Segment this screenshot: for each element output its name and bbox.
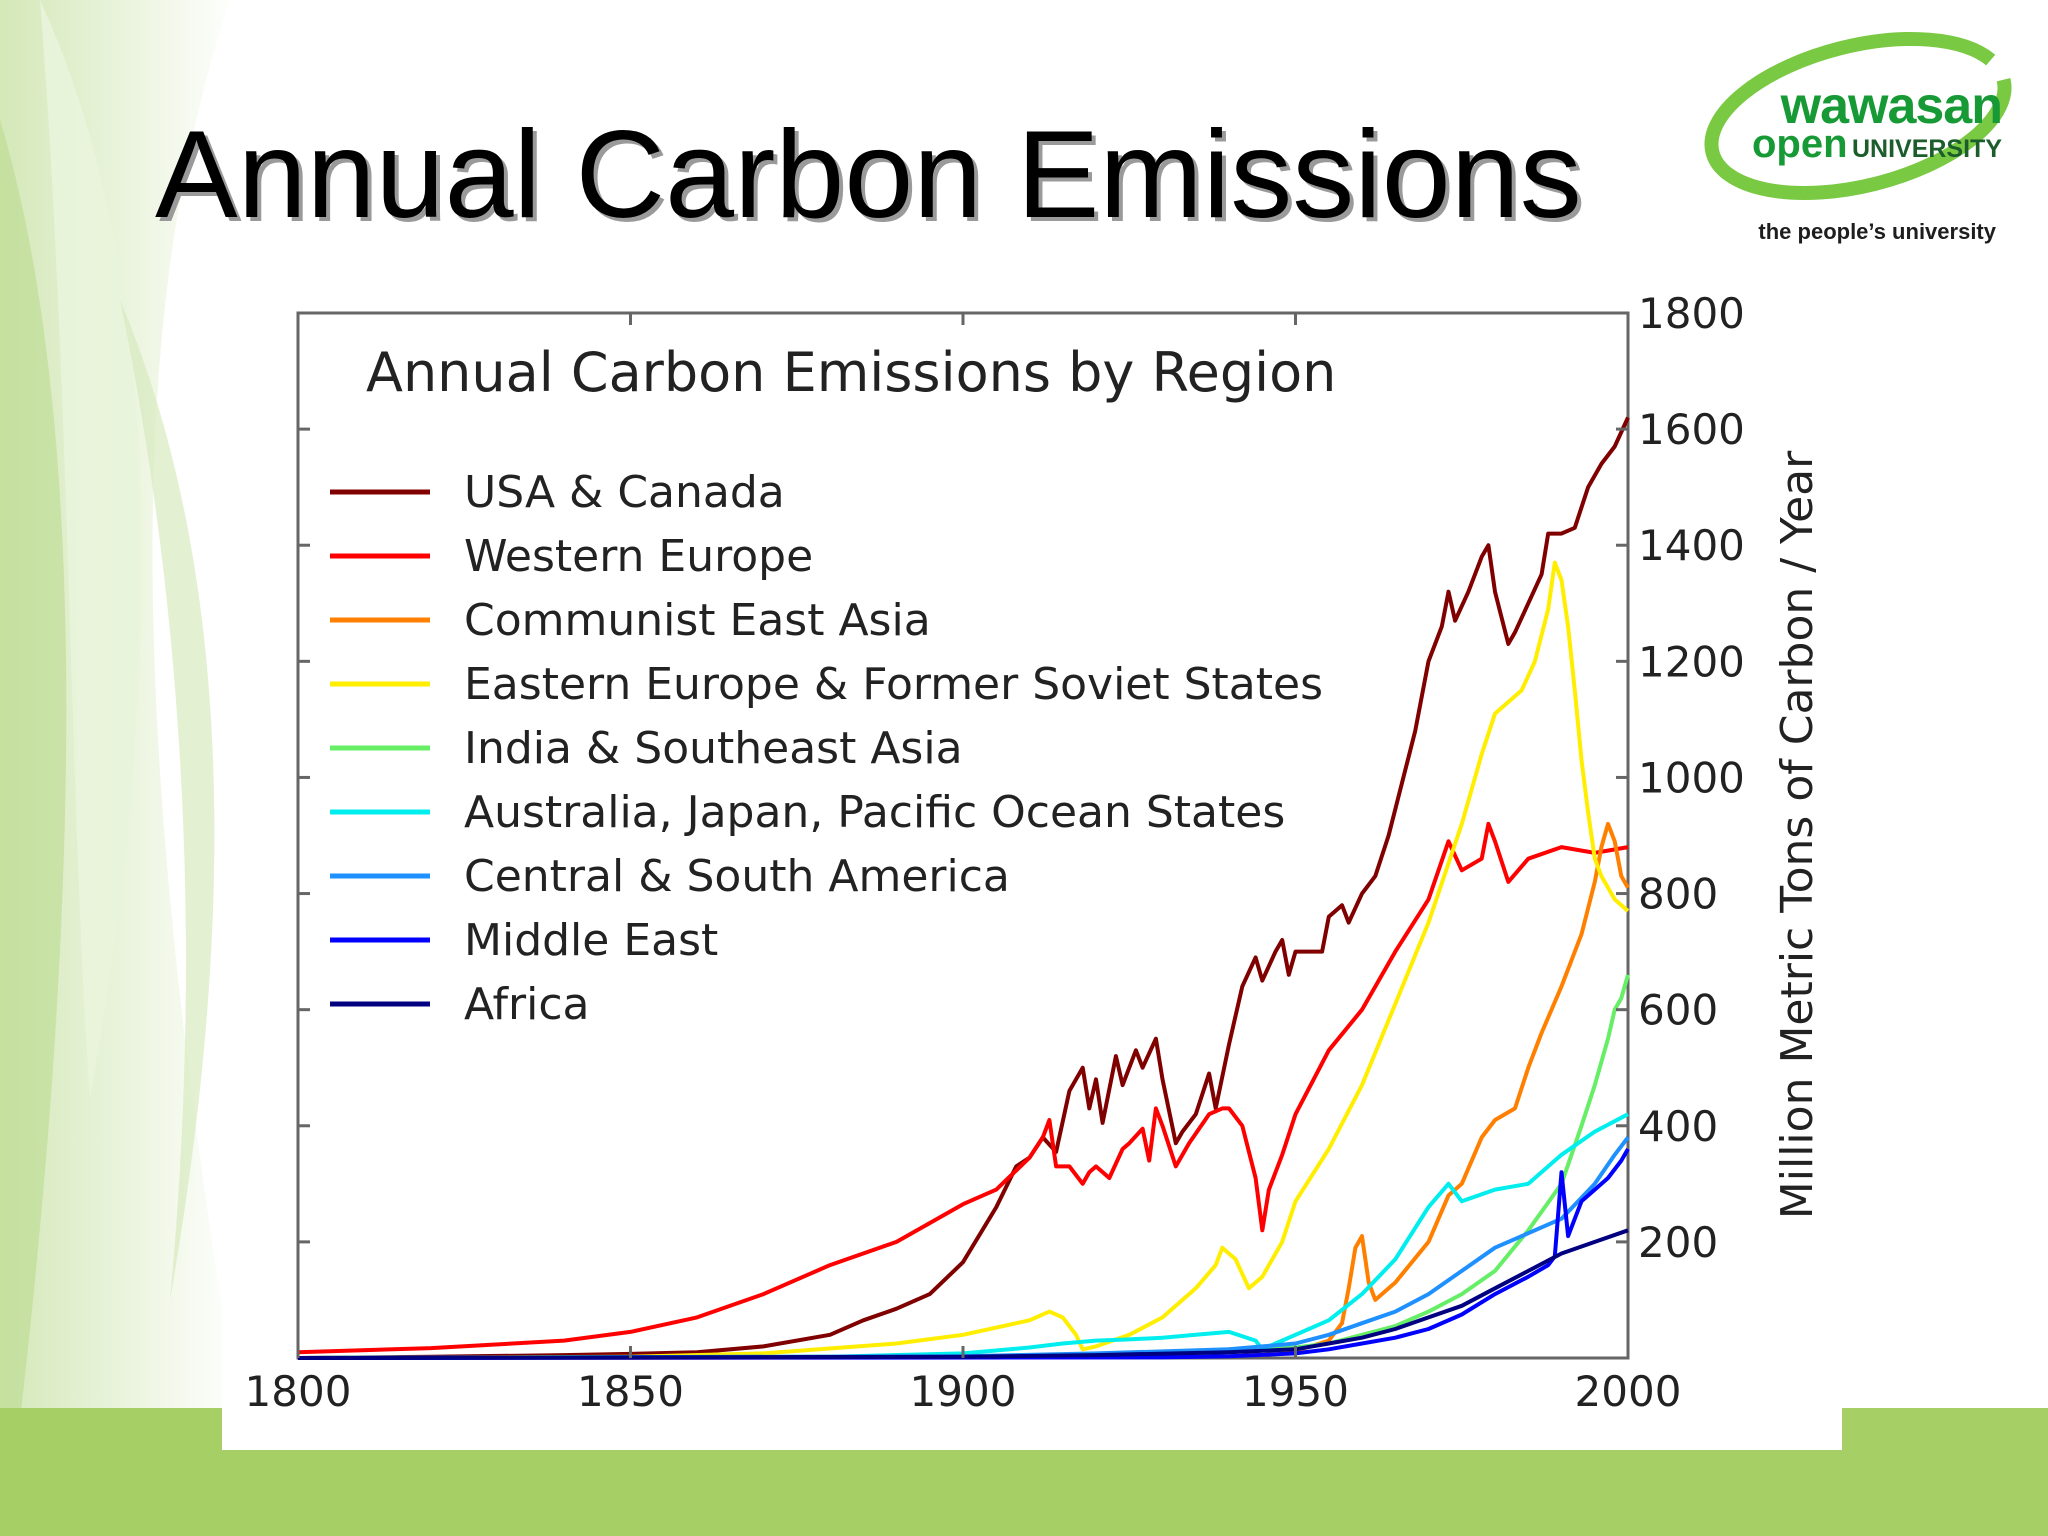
series-lines bbox=[297, 416, 1630, 1360]
x-tick-label: 2000 bbox=[1575, 1367, 1682, 1416]
y-tick-label: 1400 bbox=[1638, 521, 1745, 570]
logo-wordmark-bottom: open UNIVERSITY bbox=[1752, 124, 2002, 164]
slide-title: Annual Carbon Emissions bbox=[155, 106, 1582, 244]
y-axis-label: Million Metric Tons of Carbon / Year bbox=[1772, 450, 1823, 1219]
y-tick-label: 400 bbox=[1638, 1102, 1718, 1151]
legend-label: Central & South America bbox=[464, 851, 1010, 902]
series-line-6 bbox=[297, 1136, 1630, 1360]
chart-panel: 1800 1850 1900 1950 2000 200 400 600 800 1000 1200… bbox=[222, 280, 1842, 1450]
legend-label: Eastern Europe & Former Soviet States bbox=[464, 659, 1323, 710]
series-line-0 bbox=[297, 416, 1630, 1360]
legend: USA & Canada Western Europe Communist East… bbox=[330, 467, 1323, 1030]
series-line-8 bbox=[297, 1228, 1629, 1360]
legend-label: Middle East bbox=[464, 915, 718, 966]
logo-tagline: the people’s university bbox=[1758, 219, 1996, 244]
logo-swoosh-icon bbox=[1704, 31, 2012, 201]
y-tick-label: 1000 bbox=[1638, 753, 1745, 802]
y-tick-label: 600 bbox=[1638, 986, 1718, 1035]
logo-wordmark-top: wawasan bbox=[1780, 77, 2003, 135]
legend-label: Communist East Asia bbox=[464, 595, 931, 646]
series-line-3 bbox=[297, 560, 1630, 1360]
y-tick-label: 1200 bbox=[1638, 637, 1745, 686]
x-tick-label: 1800 bbox=[245, 1367, 352, 1416]
legend-label: India & Southeast Asia bbox=[464, 723, 963, 774]
university-logo: wawasan open UNIVERSITY the people’s uni… bbox=[1700, 28, 2020, 258]
y-tick-label: 200 bbox=[1638, 1218, 1718, 1267]
chart-title: Annual Carbon Emissions by Region bbox=[366, 341, 1336, 404]
y-tick-label: 1800 bbox=[1638, 289, 1745, 338]
x-tick-label: 1900 bbox=[910, 1367, 1017, 1416]
legend-label: Australia, Japan, Pacific Ocean States bbox=[464, 787, 1285, 838]
legend-label: Africa bbox=[464, 979, 590, 1030]
legend-label: USA & Canada bbox=[464, 467, 785, 518]
x-tick-label: 1850 bbox=[577, 1367, 684, 1416]
y-tick-label: 800 bbox=[1638, 870, 1718, 919]
x-tick-label: 1950 bbox=[1242, 1367, 1349, 1416]
y-tick-label: 1600 bbox=[1638, 405, 1745, 454]
series-line-1 bbox=[297, 821, 1629, 1355]
legend-label: Western Europe bbox=[464, 531, 813, 582]
axis-ticks: 1800 1850 1900 1950 2000 200 400 600 800 1000 1200… bbox=[245, 289, 1745, 1416]
logo-university-text: UNIVERSITY bbox=[1851, 135, 2002, 163]
plot-area bbox=[296, 311, 1630, 1360]
emissions-chart: 1800 1850 1900 1950 2000 200 400 600 800 1000 1200… bbox=[245, 289, 1823, 1416]
logo-open-text: open bbox=[1751, 122, 1848, 166]
series-line-7 bbox=[297, 1147, 1630, 1360]
